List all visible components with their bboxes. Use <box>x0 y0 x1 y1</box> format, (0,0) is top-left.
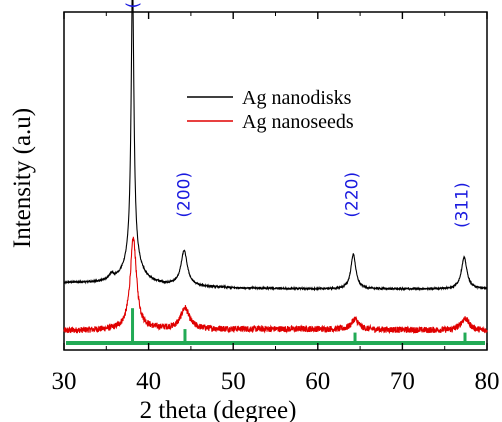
x-tick-label: 60 <box>305 368 330 395</box>
series-layer <box>63 0 488 335</box>
x-tick-label: 80 <box>475 368 500 395</box>
x-tick-label: 70 <box>390 368 415 395</box>
axes: 30 40 50 60 70 80 <box>52 12 500 395</box>
x-tick-label: 40 <box>136 368 161 395</box>
legend-label: Ag nanodisks <box>242 87 352 109</box>
peak-label: (111) <box>124 0 144 9</box>
ag-nanodisks-line <box>63 0 488 292</box>
reference-pattern <box>66 308 485 346</box>
x-axis-label: 2 theta (degree) <box>140 397 297 422</box>
ag-nanoseeds-line <box>63 236 488 335</box>
peak-annotations: (111) (200) (220) (311) <box>124 0 473 228</box>
x-tick-label: 30 <box>52 368 77 395</box>
legend-label: Ag nanoseeds <box>242 111 354 133</box>
peak-label: (220) <box>343 172 363 218</box>
x-tick-label: 50 <box>221 368 246 395</box>
y-axis-label: Intensity (a.u) <box>9 108 36 248</box>
peak-label: (311) <box>453 182 473 228</box>
peak-label: (200) <box>174 172 194 218</box>
